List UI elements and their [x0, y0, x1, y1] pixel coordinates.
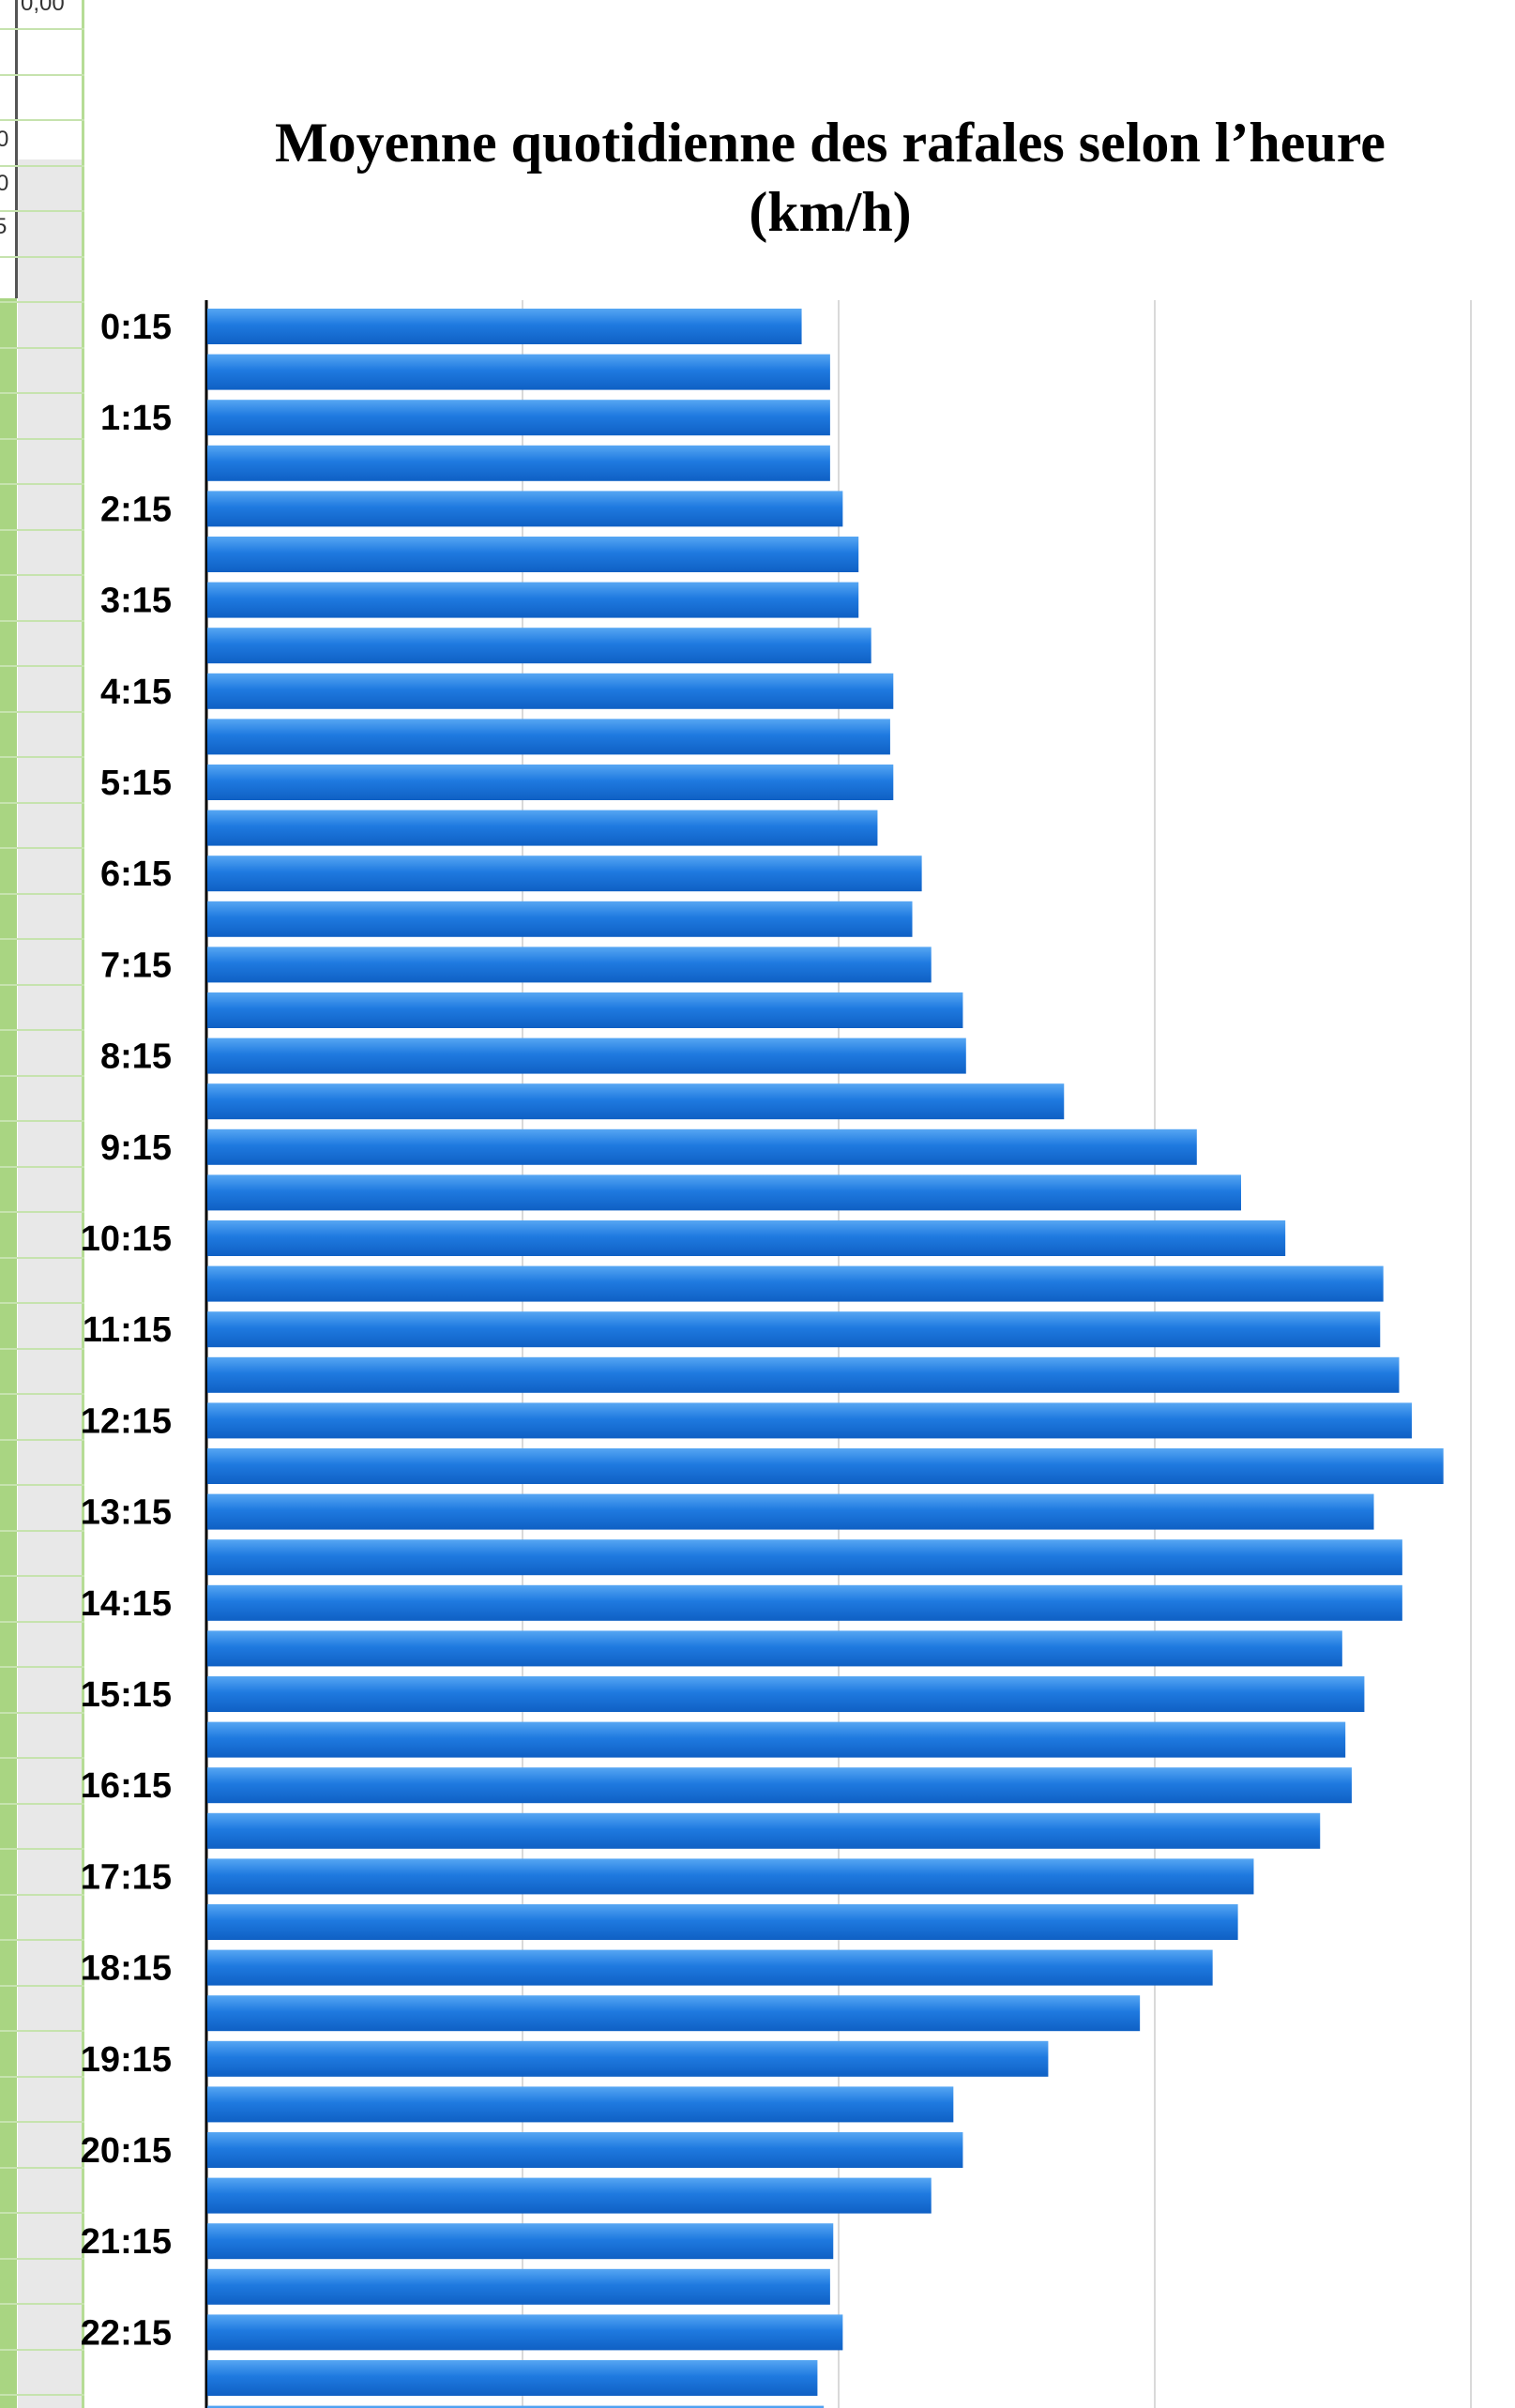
y-tick-label: 7:15 — [100, 946, 172, 985]
y-tick-label: 13:15 — [81, 1493, 172, 1533]
y-tick-label: 0:15 — [100, 308, 172, 347]
bar-21:15 — [207, 2223, 833, 2259]
bar-14:15 — [207, 1585, 1402, 1621]
y-tick-label: 8:15 — [100, 1037, 172, 1077]
bar-11:15 — [207, 1311, 1380, 1347]
bar-15:45 — [207, 1722, 1345, 1758]
y-tick-label: 15:15 — [81, 1675, 172, 1715]
bar-17:45 — [207, 1904, 1238, 1940]
bar-6:45 — [207, 901, 913, 937]
y-tick-label: 17:15 — [81, 1857, 172, 1897]
bar-6:15 — [207, 856, 922, 891]
y-tick-label: 1:15 — [100, 399, 172, 438]
y-tick-label: 23:15 — [81, 2405, 172, 2408]
bar-9:45 — [207, 1174, 1241, 1210]
y-tick-label: 18:15 — [81, 1949, 172, 1989]
bar-16:45 — [207, 1813, 1320, 1849]
y-tick-label: 21:15 — [81, 2222, 172, 2262]
bar-2:15 — [207, 491, 842, 526]
bar-22:45 — [207, 2360, 817, 2396]
bar-21:45 — [207, 2269, 830, 2305]
bar-4:45 — [207, 719, 890, 754]
bar-8:15 — [207, 1038, 966, 1074]
bar-11:45 — [207, 1357, 1399, 1393]
bar-2:45 — [207, 537, 858, 572]
y-tick-label: 9:15 — [100, 1128, 172, 1168]
bar-10:45 — [207, 1266, 1384, 1302]
bar-18:15 — [207, 1950, 1213, 1986]
bar-3:45 — [207, 628, 871, 663]
y-tick-label: 4:15 — [100, 673, 172, 712]
y-tick-label: 19:15 — [81, 2040, 172, 2080]
bar-20:15 — [207, 2132, 962, 2168]
y-tick-label: 6:15 — [100, 855, 172, 894]
y-tick-label: 12:15 — [81, 1401, 172, 1441]
bar-12:15 — [207, 1402, 1412, 1438]
y-tick-label: 16:15 — [81, 1766, 172, 1806]
bar-19:15 — [207, 2041, 1048, 2077]
bar-22:15 — [207, 2314, 842, 2350]
bar-1:15 — [207, 400, 830, 435]
y-tick-label: 3:15 — [100, 582, 172, 621]
bar-9:15 — [207, 1129, 1197, 1165]
bar-12:45 — [207, 1448, 1444, 1484]
bar-15:15 — [207, 1676, 1364, 1712]
y-tick-label: 20:15 — [81, 2131, 172, 2171]
bar-8:45 — [207, 1083, 1064, 1119]
bar-3:15 — [207, 583, 858, 618]
bar-18:45 — [207, 1995, 1140, 2031]
bar-4:15 — [207, 674, 893, 709]
bar-13:45 — [207, 1539, 1402, 1575]
bar-16:15 — [207, 1767, 1352, 1803]
bar-5:45 — [207, 810, 877, 846]
y-tick-label: 10:15 — [81, 1219, 172, 1259]
y-tick-label: 14:15 — [81, 1584, 172, 1624]
bar-1:45 — [207, 446, 830, 481]
bar-5:15 — [207, 765, 893, 800]
y-tick-label: 2:15 — [100, 490, 172, 529]
bar-13:15 — [207, 1494, 1374, 1530]
bar-20:45 — [207, 2178, 932, 2214]
bar-19:45 — [207, 2086, 953, 2122]
y-tick-label: 11:15 — [83, 1310, 172, 1350]
bar-14:45 — [207, 1630, 1342, 1666]
y-tick-label: 5:15 — [100, 764, 172, 803]
bar-7:45 — [207, 992, 962, 1028]
y-tick-label: 22:15 — [81, 2313, 172, 2353]
bar-7:15 — [207, 947, 932, 982]
bar-0:45 — [207, 355, 830, 390]
bar-10:15 — [207, 1220, 1285, 1256]
bar-17:15 — [207, 1858, 1253, 1894]
bar-0:15 — [207, 309, 802, 344]
